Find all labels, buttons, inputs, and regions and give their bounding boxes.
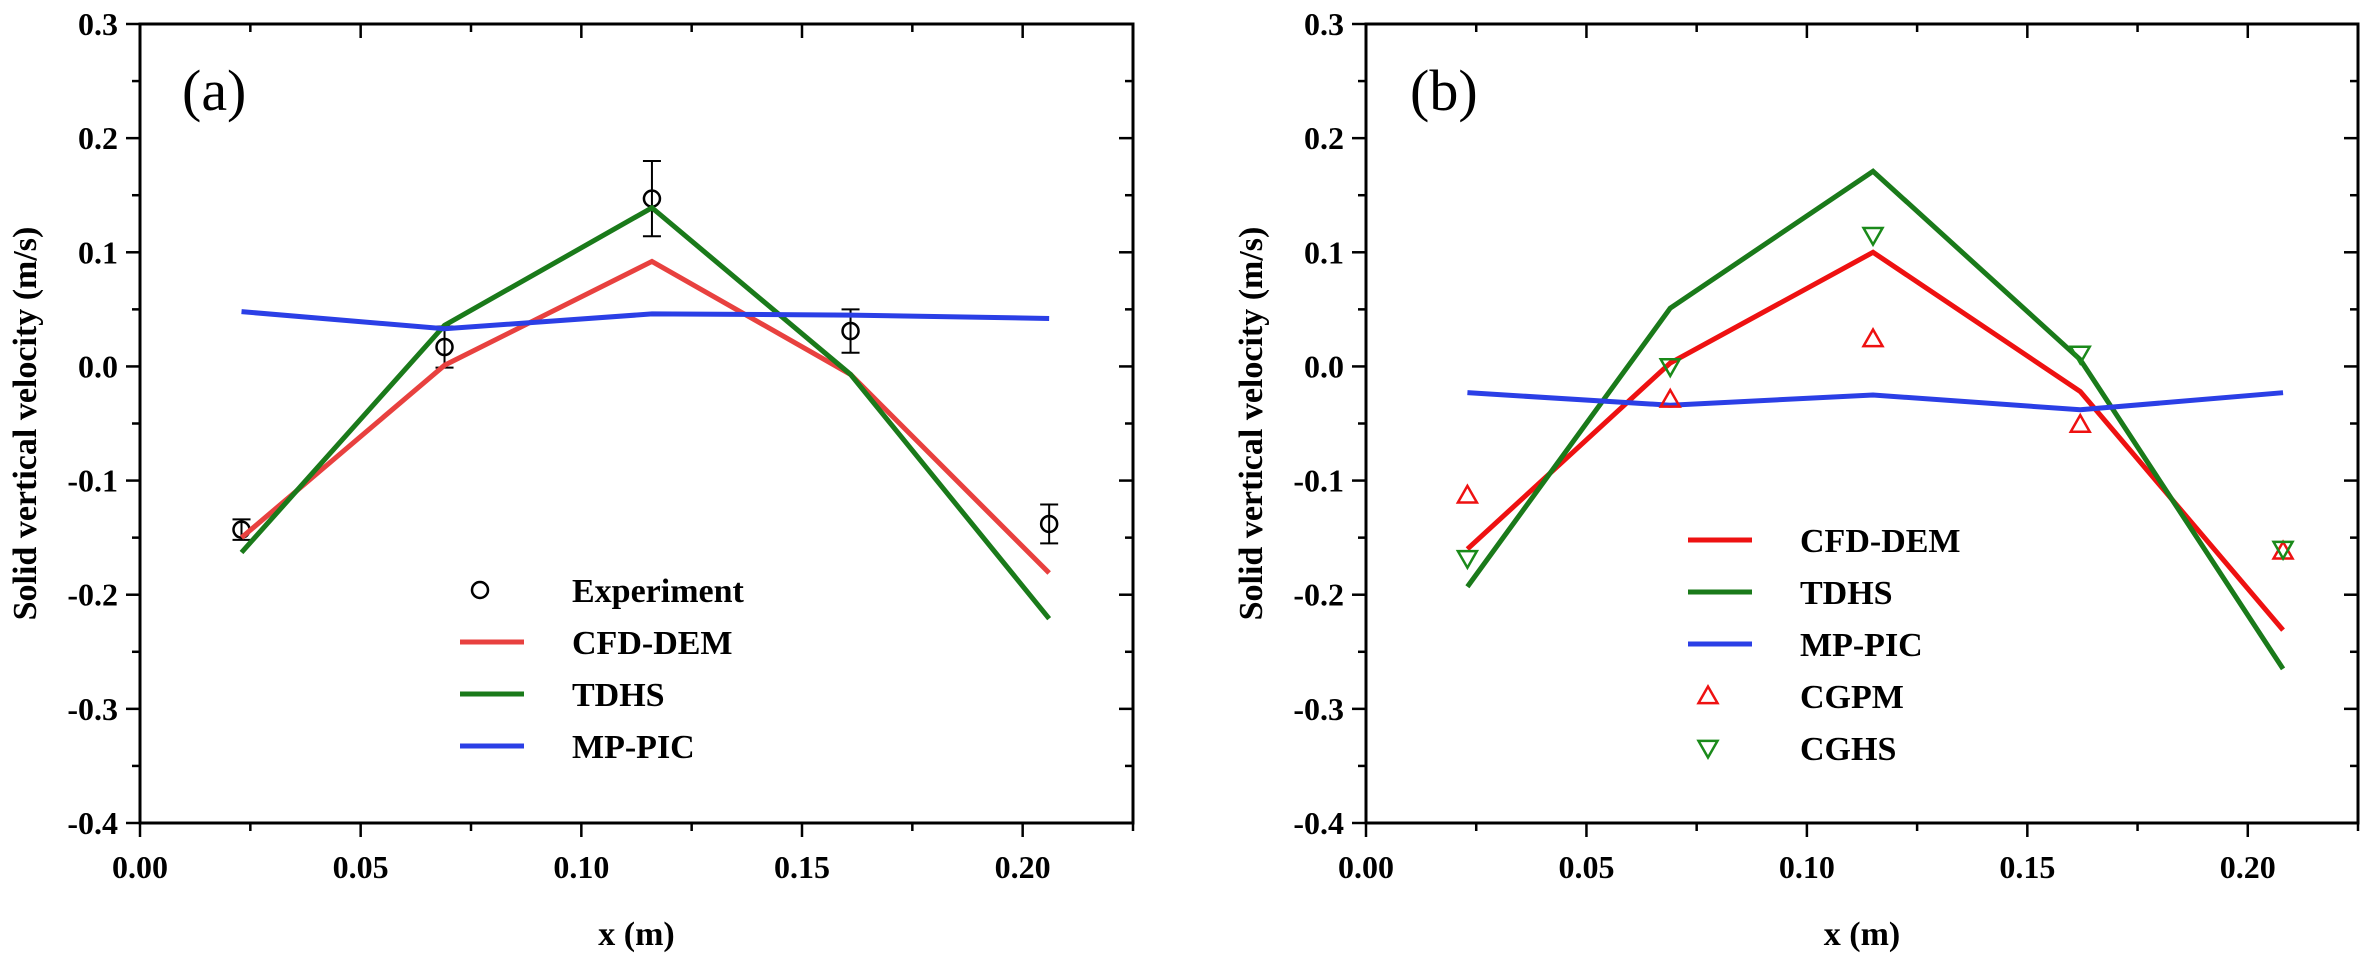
legend-label: Experiment bbox=[572, 573, 745, 610]
x-tick-label: 0.05 bbox=[1558, 849, 1614, 885]
y-tick-label: -0.2 bbox=[1293, 577, 1344, 613]
series-cfd-dem bbox=[239, 258, 1051, 575]
series-line bbox=[1465, 249, 2285, 632]
y-tick-label: -0.4 bbox=[67, 805, 118, 841]
data-point bbox=[1039, 514, 1059, 534]
x-axis-title: x (m) bbox=[598, 916, 674, 953]
legend-marker bbox=[1696, 739, 1720, 761]
data-point bbox=[1455, 549, 1480, 571]
series-mp-pic bbox=[241, 309, 1050, 332]
data-point bbox=[1861, 226, 1885, 248]
legend-label: CGPM bbox=[1800, 679, 1904, 716]
y-tick-label: -0.4 bbox=[1293, 805, 1344, 841]
x-tick-label: 0.15 bbox=[774, 849, 830, 885]
y-tick-label: -0.2 bbox=[67, 577, 118, 613]
y-tick-label: 0.2 bbox=[1304, 120, 1344, 156]
data-point bbox=[2271, 539, 2295, 560]
series-tdhs bbox=[239, 204, 1052, 621]
x-tick-label: 0.05 bbox=[333, 849, 389, 885]
y-tick-label: -0.3 bbox=[1293, 691, 1344, 727]
series-mp-pic bbox=[1467, 390, 2284, 413]
legend-label: CFD-DEM bbox=[1800, 523, 1961, 560]
y-tick-label: -0.1 bbox=[67, 463, 118, 499]
y-axis: -0.4 -0.3 -0.2 -0.1 0.0 0.1 0.2 0.3 bbox=[67, 6, 1133, 841]
y-tick-label: -0.3 bbox=[67, 691, 118, 727]
y-axis-title: Solid vertical velocity (m/s) bbox=[1233, 227, 1270, 621]
data-point bbox=[2068, 345, 2092, 366]
y-tick-label: 0.0 bbox=[1304, 348, 1344, 384]
y-tick-label: 0.3 bbox=[1304, 6, 1344, 42]
y-tick-label: 0.2 bbox=[78, 120, 118, 156]
x-axis: 0.00 0.05 0.10 0.15 0.20 bbox=[112, 24, 1135, 885]
legend-label: TDHS bbox=[1800, 575, 1893, 612]
legend-marker bbox=[1696, 683, 1720, 705]
x-tick-label: 0.10 bbox=[1779, 849, 1835, 885]
legend-label: MP-PIC bbox=[572, 729, 695, 766]
panel-label: (b) bbox=[1410, 58, 1478, 123]
series-experiment bbox=[232, 159, 1059, 545]
data-point bbox=[841, 321, 860, 341]
x-tick-label: 0.00 bbox=[1338, 849, 1394, 885]
y-tick-label: -0.1 bbox=[1293, 463, 1344, 499]
chart-panel-b: 0.00 0.05 0.10 0.15 0.20x (m)-0.4-0.3-0.2-0.… bbox=[1233, 6, 2360, 953]
legend: CFD-DEM TDHS MP-PIC CGPM CGHS bbox=[1688, 523, 1961, 768]
data-point bbox=[2068, 412, 2092, 434]
series-cghs bbox=[1455, 226, 2295, 571]
y-tick-label: 0.1 bbox=[1304, 234, 1344, 270]
x-tick-label: 0.00 bbox=[112, 849, 168, 885]
data-point bbox=[435, 337, 454, 357]
data-point bbox=[1861, 327, 1885, 348]
legend-label: CFD-DEM bbox=[572, 625, 733, 662]
legend-label: TDHS bbox=[572, 677, 665, 714]
y-tick-label: 0.0 bbox=[78, 348, 118, 384]
legend: Experiment CFD-DEM TDHS MP-PIC bbox=[460, 573, 745, 766]
x-axis-title: x (m) bbox=[1824, 916, 1900, 953]
data-point bbox=[2271, 540, 2295, 562]
series-cfd-dem bbox=[1465, 249, 2285, 632]
y-axis-title: Solid vertical velocity (m/s) bbox=[7, 227, 44, 621]
y-axis: -0.4 -0.3 -0.2 -0.1 0.0 0.1 0.2 0.3 bbox=[1293, 6, 2358, 841]
x-tick-label: 0.20 bbox=[2220, 849, 2276, 885]
data-point bbox=[1455, 483, 1480, 504]
y-tick-label: 0.1 bbox=[78, 234, 118, 270]
legend-label: CGHS bbox=[1800, 731, 1896, 768]
series-line bbox=[239, 258, 1051, 575]
chart-panel-a: 0.00 0.05 0.10 0.15 0.20x (m)-0.4-0.3-0.2-0.… bbox=[7, 6, 1135, 953]
series-line bbox=[1467, 390, 2284, 413]
x-tick-label: 0.20 bbox=[995, 849, 1051, 885]
legend-label: MP-PIC bbox=[1800, 627, 1923, 664]
panel-label: (a) bbox=[182, 58, 246, 123]
x-tick-label: 0.15 bbox=[1999, 849, 2055, 885]
series-line bbox=[241, 309, 1050, 332]
series-line bbox=[239, 204, 1052, 621]
data-point bbox=[1658, 358, 1682, 379]
x-axis: 0.00 0.05 0.10 0.15 0.20 bbox=[1338, 24, 2360, 885]
x-tick-label: 0.10 bbox=[553, 849, 609, 885]
data-point bbox=[1658, 387, 1682, 408]
y-tick-label: 0.3 bbox=[78, 6, 118, 42]
legend-marker bbox=[470, 580, 490, 600]
